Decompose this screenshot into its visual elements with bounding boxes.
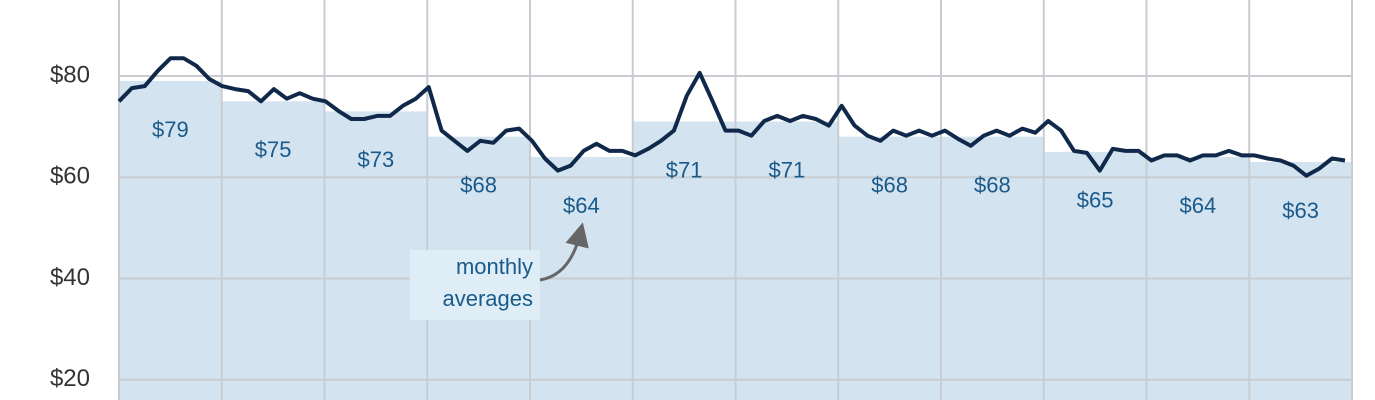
value-label: $71	[666, 157, 703, 182]
value-label: $79	[152, 117, 189, 142]
bar	[221, 101, 325, 400]
y-tick-label: $40	[50, 264, 90, 291]
price-line	[117, 56, 1346, 178]
annotation: monthly	[456, 254, 533, 279]
y-tick-label: $80	[50, 61, 90, 88]
bar	[735, 121, 839, 400]
y-tick-label: $20	[50, 365, 90, 392]
value-label: $68	[871, 173, 908, 198]
annotation-box	[410, 250, 540, 320]
annotation: averages	[442, 286, 533, 311]
annotation-arrow	[539, 222, 589, 282]
value-label: $64	[1180, 193, 1217, 218]
value-label: $68	[460, 173, 497, 198]
value-label: $65	[1077, 188, 1114, 213]
bar	[941, 136, 1044, 400]
bar	[1249, 162, 1352, 400]
value-label: $63	[1282, 198, 1319, 223]
bar	[119, 81, 222, 400]
value-label: $71	[769, 157, 806, 182]
value-label: $75	[255, 137, 292, 162]
bar	[838, 136, 941, 400]
value-label: $64	[563, 193, 600, 218]
y-tick-label: $60	[50, 163, 90, 190]
bar	[632, 121, 736, 400]
value-label: $73	[358, 147, 395, 172]
bar	[1043, 151, 1147, 400]
value-label: $68	[974, 173, 1011, 198]
